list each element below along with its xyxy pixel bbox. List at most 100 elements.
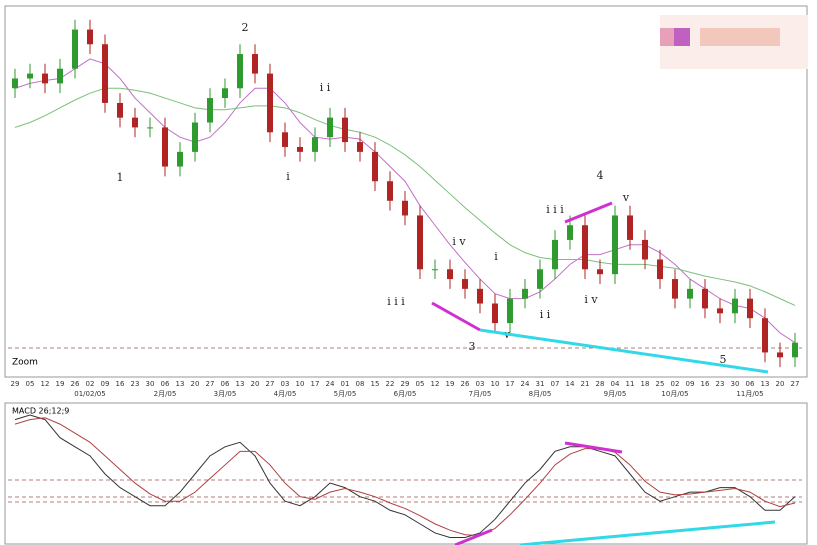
candle-body: [327, 117, 333, 138]
x-tick-label: 08: [356, 380, 365, 388]
candle-body: [177, 151, 183, 167]
candle-body: [207, 98, 213, 123]
candle-body: [597, 269, 603, 275]
candle-body: [312, 137, 318, 152]
candle-body: [252, 54, 258, 74]
x-tick-label: 10: [491, 380, 500, 388]
x-tick-label: 19: [446, 380, 455, 388]
candle-body: [117, 102, 123, 118]
candle-body: [582, 225, 588, 270]
candle-body: [372, 151, 378, 182]
month-label: 4月/05: [274, 390, 297, 398]
x-tick-label: 29: [401, 380, 410, 388]
candle-body: [627, 215, 633, 240]
candle-body: [462, 279, 468, 289]
x-tick-label: 11: [626, 380, 635, 388]
x-tick-label: 06: [746, 380, 755, 388]
month-label: 8月/05: [529, 390, 552, 398]
wave-label: i i: [320, 81, 331, 94]
candle-body: [477, 288, 483, 304]
candle-body: [552, 239, 558, 270]
candle-body: [297, 146, 303, 152]
candle-body: [777, 352, 783, 358]
month-label: 11月/05: [736, 390, 763, 398]
wave-label: i v: [584, 293, 598, 306]
candle-body: [567, 225, 573, 240]
x-tick-label: 22: [386, 380, 395, 388]
trend-lines: [431, 201, 776, 545]
candle-body: [237, 54, 243, 89]
zoom-label: Zoom: [12, 358, 38, 368]
wave-label: 3: [469, 340, 476, 353]
x-tick-label: 24: [326, 380, 335, 388]
x-tick-label: 18: [641, 380, 650, 388]
wave-label: i i: [540, 308, 551, 321]
x-tick-label: 19: [56, 380, 65, 388]
candle-body: [147, 127, 153, 129]
candle-body: [87, 29, 93, 45]
candle-body: [537, 269, 543, 289]
candle-body: [192, 122, 198, 152]
x-tick-label: 15: [371, 380, 380, 388]
candle-body: [672, 279, 678, 299]
candle-body: [507, 298, 513, 324]
candle-body: [27, 73, 33, 79]
x-tick-label: 09: [686, 380, 695, 388]
candle-body: [102, 44, 108, 103]
x-tick-label: 23: [131, 380, 140, 388]
x-tick-label: 28: [596, 380, 605, 388]
month-label: 3月/05: [214, 390, 237, 398]
month-label: 9月/05: [604, 390, 627, 398]
x-tick-label: 03: [476, 380, 485, 388]
wave-label: i i i: [387, 295, 405, 308]
candle-body: [792, 342, 798, 358]
x-tick-label: 25: [656, 380, 665, 388]
macd-title: MACD 26;12;9: [12, 407, 69, 416]
candle-body: [642, 239, 648, 260]
x-tick-label: 16: [116, 380, 125, 388]
candle-body: [72, 29, 78, 69]
x-tick-label: 21: [581, 380, 590, 388]
candle-body: [57, 68, 63, 84]
x-tick-label: 23: [716, 380, 725, 388]
wave-label: i: [494, 250, 498, 263]
x-tick-label: 13: [761, 380, 770, 388]
x-tick-label: 02: [671, 380, 680, 388]
x-tick-label: 04: [611, 380, 620, 388]
candle-body: [132, 117, 138, 128]
plot: 29 05 12 19 26 02 09 16 23 30 06 13 20 27 06 13 20 27 03 10…: [11, 19, 799, 538]
macd-panel: [4, 402, 808, 545]
x-tick-label: 02: [86, 380, 95, 388]
x-tick-label: 30: [146, 380, 155, 388]
candle-body: [612, 215, 618, 275]
wave-label: i i i: [546, 203, 564, 216]
macd-line: [14, 417, 796, 537]
month-label: 10月/05: [661, 390, 688, 398]
wave-label: 1: [117, 171, 124, 184]
x-tick-label: 20: [776, 380, 785, 388]
wave-label: v: [622, 191, 630, 204]
candle-body: [447, 269, 453, 280]
candle-body: [492, 303, 498, 324]
candle-body: [222, 88, 228, 99]
x-tick-label: 01: [341, 380, 350, 388]
wave-label: 4: [597, 169, 604, 182]
x-tick-label: 27: [266, 380, 275, 388]
x-tick-label: 06: [161, 380, 170, 388]
candle-body: [42, 73, 48, 84]
x-tick-label: 10: [296, 380, 305, 388]
candle-body: [717, 308, 723, 314]
x-tick-label: 26: [71, 380, 80, 388]
x-tick-label: 30: [731, 380, 740, 388]
candle-body: [387, 181, 393, 201]
x-tick-label: 31: [536, 380, 545, 388]
wave-label: 2: [242, 21, 249, 34]
month-label: 01/02/05: [74, 390, 105, 398]
candle-body: [657, 259, 663, 280]
x-tick-label: 12: [41, 380, 50, 388]
candle-body: [687, 288, 693, 299]
x-tick-label: 26: [461, 380, 470, 388]
candle-body: [342, 117, 348, 143]
x-tick-label: 27: [206, 380, 215, 388]
